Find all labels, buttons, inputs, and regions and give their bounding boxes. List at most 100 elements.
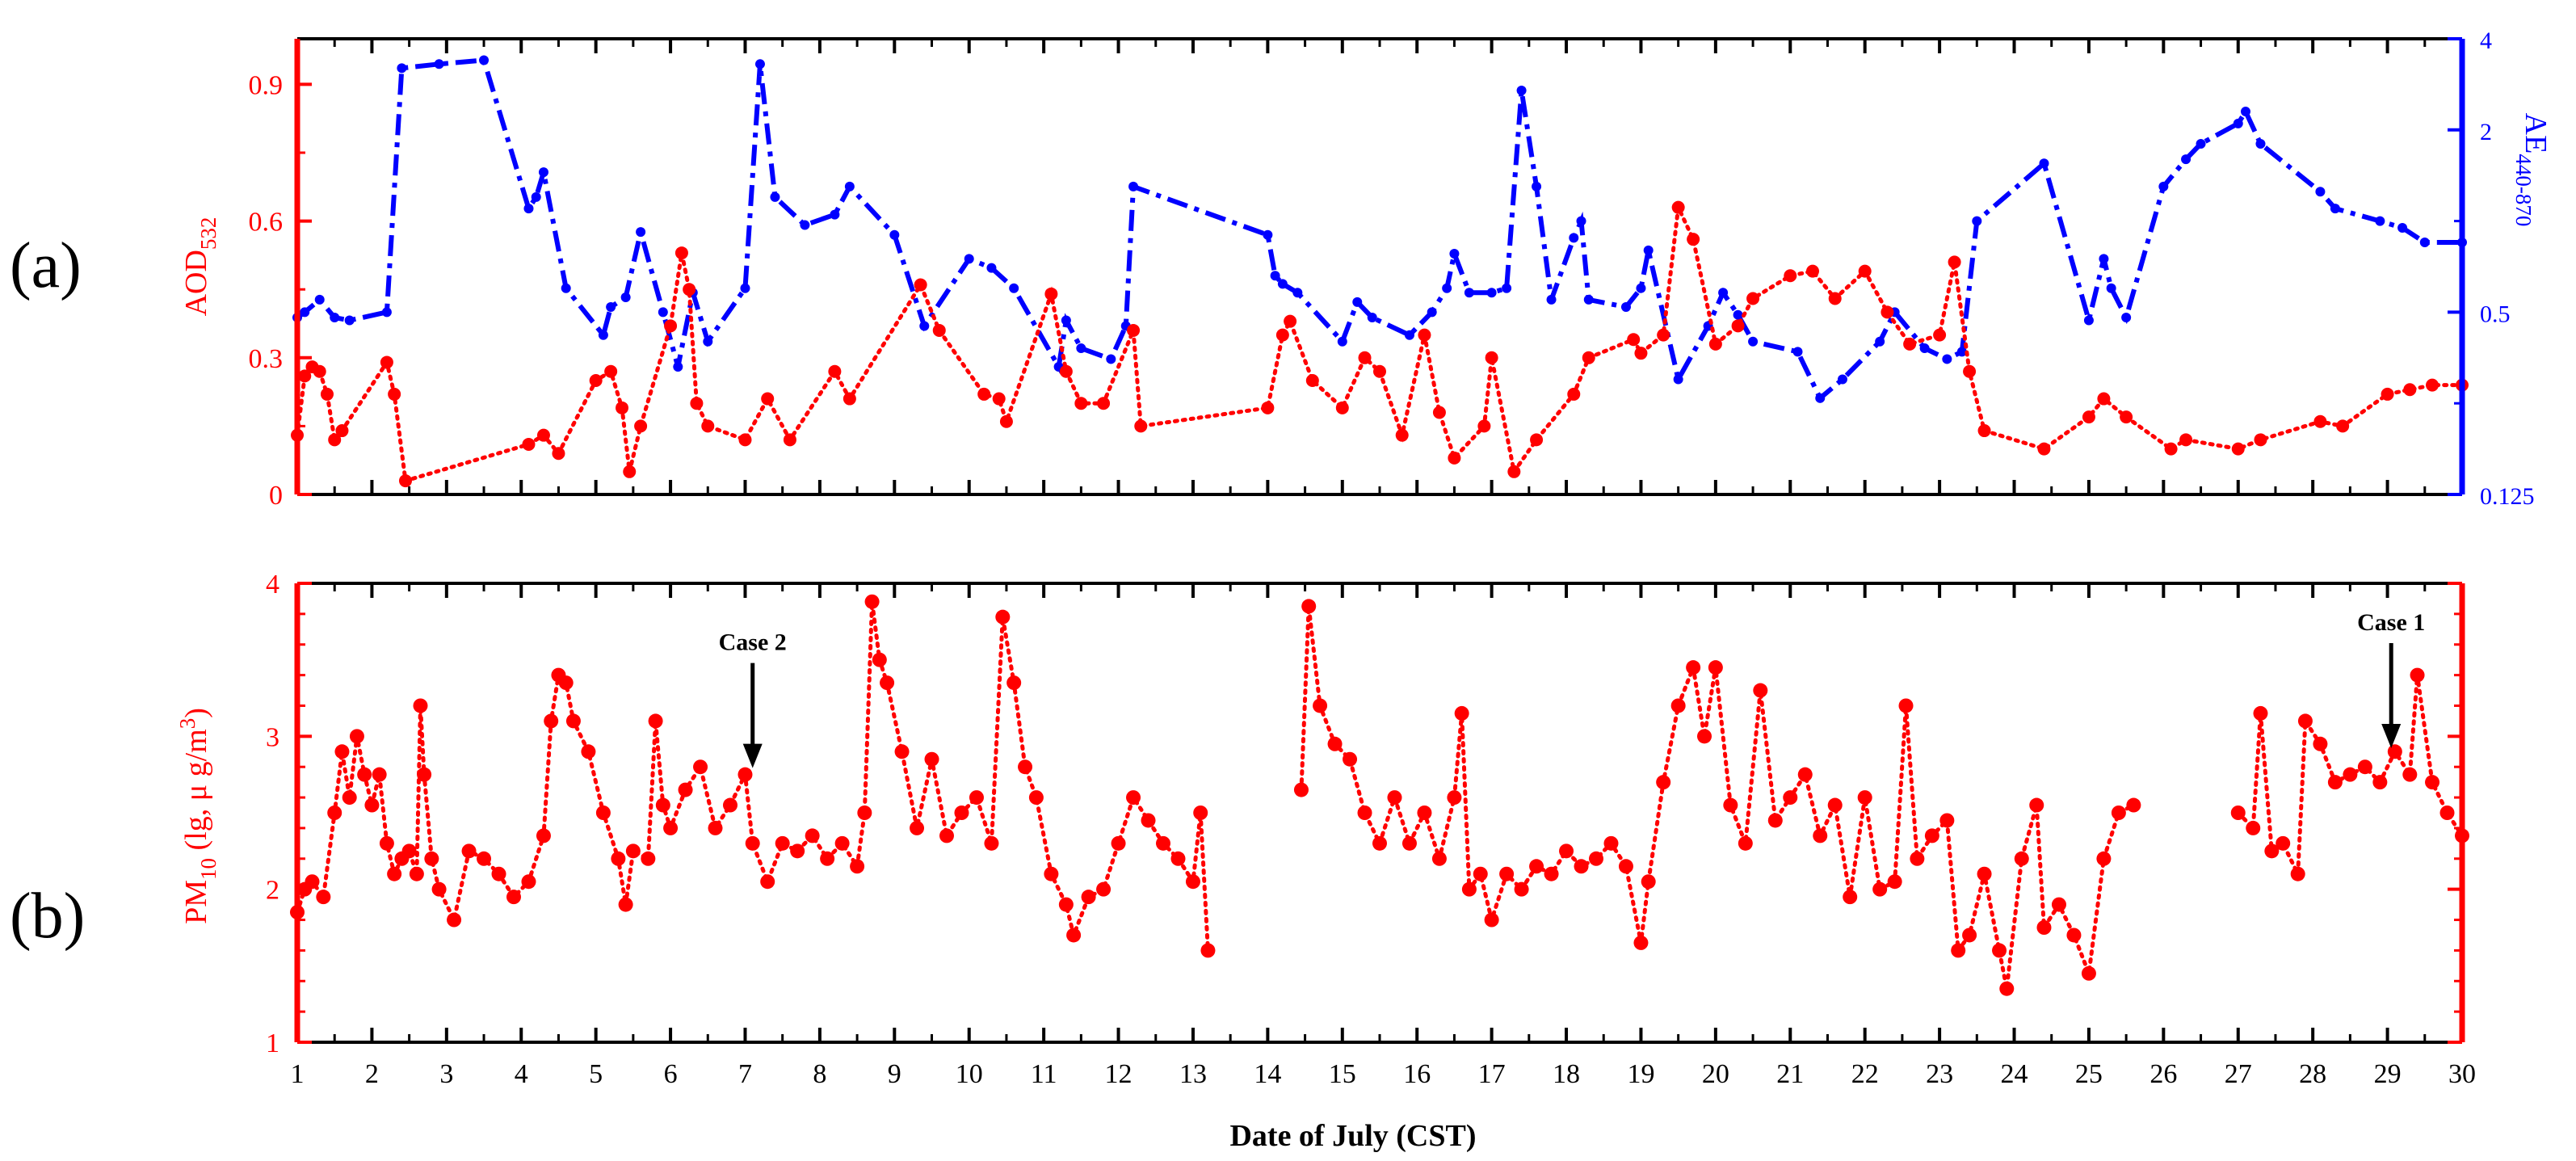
panel-a-chart: 0 0.3 0.6 0.9 0.125 0.5 2 4 AOD532 AE440-870: [179, 27, 2553, 511]
ae-point: [770, 191, 780, 202]
pm10-point: [1006, 675, 1022, 691]
aod-point: [683, 283, 696, 297]
pm10-point: [2014, 851, 2029, 866]
pm10-point: [1872, 881, 1888, 897]
pm10-point: [379, 835, 394, 851]
pm10-point: [2029, 797, 2044, 813]
aod-point: [2231, 442, 2245, 456]
aod-point: [1059, 364, 1073, 378]
pm10-point: [834, 835, 850, 851]
pm10-point: [2327, 775, 2343, 790]
aod-point: [843, 392, 856, 406]
pm10-point: [1431, 851, 1447, 866]
pm10-point: [2253, 705, 2268, 721]
pm10-point: [334, 744, 350, 759]
pm10-point: [565, 713, 581, 729]
aod-point: [328, 433, 342, 447]
ae-point: [2255, 138, 2266, 149]
aod-point: [589, 374, 603, 387]
aod-point: [1881, 305, 1894, 319]
pm10-point: [939, 828, 954, 843]
ae-point: [800, 220, 810, 230]
ae-point: [2196, 138, 2206, 149]
aod-tick-label: 0.3: [249, 344, 284, 374]
x-tick-label: 16: [1403, 1059, 1431, 1089]
pm10-point: [1857, 790, 1872, 806]
pm10-point: [409, 866, 424, 881]
pm10-point: [1887, 874, 1902, 890]
pm10-point: [2036, 920, 2052, 935]
pm10-point: [2230, 806, 2246, 820]
aod-point: [1358, 351, 1372, 364]
pm10-line: [1299, 606, 2136, 990]
pm10-tick-label: 3: [266, 722, 279, 752]
x-tick-label: 7: [738, 1059, 752, 1089]
pm10-point: [2066, 928, 2082, 943]
ae-point: [844, 181, 855, 191]
pm10-point: [1357, 806, 1372, 820]
ae-point: [1464, 288, 1474, 298]
ae-point: [1837, 374, 1847, 385]
aod-point: [1671, 200, 1685, 214]
aod-line: [295, 200, 2465, 484]
ae-point: [636, 227, 646, 238]
pm10-point: [872, 652, 887, 667]
pm10-point: [1697, 729, 1712, 744]
pm10-point: [1797, 767, 1813, 782]
pm10-point: [1293, 782, 1309, 797]
pm10-point: [910, 820, 925, 835]
x-tick-label: 14: [1254, 1059, 1281, 1089]
ae-point: [1486, 288, 1497, 298]
aod-point: [380, 355, 393, 369]
pm10-point: [1044, 866, 1059, 881]
pm10-point: [1951, 943, 1966, 958]
pm10-point: [447, 912, 462, 928]
case-annotation-label: Case 2: [719, 629, 787, 656]
x-tick-label: 28: [2299, 1059, 2326, 1089]
ae-point: [2083, 315, 2094, 326]
aod-point: [1507, 465, 1521, 478]
pm10-point: [1574, 859, 1589, 874]
pm10-point: [305, 874, 320, 890]
pm10-point: [2051, 897, 2066, 912]
ae-point: [523, 204, 534, 214]
aod-point: [616, 401, 628, 414]
pm10-point: [2290, 866, 2305, 881]
aod-point: [2082, 410, 2095, 424]
ae-point: [1061, 315, 1071, 326]
ae-point: [561, 283, 571, 293]
pm10-point: [2402, 767, 2418, 782]
aod-point: [690, 397, 704, 410]
panel-a-label: (a): [10, 230, 82, 301]
pm10-point: [595, 806, 611, 820]
pm10-point: [1096, 881, 1112, 897]
pm10-point: [648, 713, 663, 729]
pm10-point: [1633, 935, 1649, 950]
ae-point: [434, 59, 444, 69]
ae-point: [538, 167, 548, 178]
ae-axis-label: AE440-870: [2511, 113, 2553, 227]
pm10-tick-label: 4: [266, 570, 279, 599]
ae-tick-label: 0.5: [2480, 301, 2511, 327]
ae-point: [1277, 279, 1288, 289]
aod-point: [1074, 397, 1088, 410]
pm10-point: [1708, 660, 1723, 675]
aod-axis-label: AOD532: [179, 217, 221, 317]
ae-point: [606, 302, 616, 313]
pm10-point: [2111, 806, 2126, 820]
aod-point: [2426, 378, 2439, 392]
pm10-point: [1603, 835, 1619, 851]
x-tick-label: 17: [1478, 1059, 1506, 1089]
ae-point: [1956, 347, 1967, 357]
pm10-point: [1618, 859, 1633, 874]
pm10-point: [1559, 843, 1574, 859]
pm10-point: [342, 790, 357, 806]
ae-point: [1546, 294, 1557, 305]
pm10-point: [1170, 851, 1186, 866]
pm10-point: [708, 820, 723, 835]
pm10-point: [1401, 835, 1417, 851]
pm10-point: [984, 835, 999, 851]
ae-point: [1620, 302, 1631, 313]
pm10-point: [491, 866, 506, 881]
aod-point: [1284, 314, 1297, 328]
